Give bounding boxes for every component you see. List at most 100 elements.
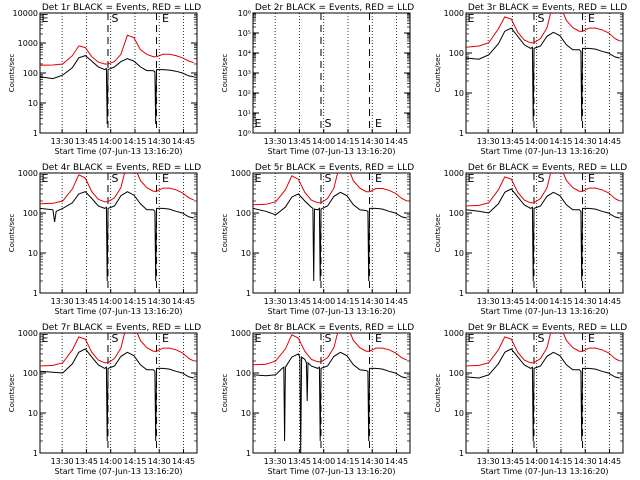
y-tick-label: 10	[454, 89, 464, 98]
marker-start-label: E	[42, 172, 49, 185]
panel-det-1r: Det 1r BLACK = Events, RED = LLD 13:30 13:…	[8, 3, 201, 156]
x-tick-label: 13:45	[75, 457, 98, 466]
plot-frame	[252, 332, 411, 454]
marker-start-label: E	[255, 332, 262, 345]
panel-det-3r: Det 3r BLACK = Events, RED = LLD 13:30 13:…	[434, 3, 627, 156]
lld-series-line	[40, 34, 194, 66]
plot-frame	[39, 12, 198, 134]
x-tick-label: 14:30	[361, 137, 384, 146]
marker-start-label: E	[255, 117, 262, 130]
y-tick-label: 1	[246, 449, 251, 458]
lld-series-line	[253, 173, 408, 206]
x-tick-label: 14:15	[123, 457, 146, 466]
lld-series-line	[253, 333, 408, 366]
x-tick-label: 14:30	[574, 297, 597, 306]
x-axis-label: Start Time (07-Jun-13 13:16:20)	[268, 147, 396, 156]
y-tick-label: 1000	[444, 169, 464, 178]
x-tick-label: 13:30	[477, 137, 500, 146]
y-tick-label: 1000	[18, 39, 38, 48]
y-tick-label: 10	[28, 249, 38, 258]
panel-title: Det 4r BLACK = Events, RED = LLD	[42, 163, 201, 173]
y-tick-label: 1	[33, 449, 38, 458]
y-tick-label: 10⁶	[238, 9, 251, 18]
lld-series-line	[40, 333, 195, 367]
marker-S-label: S	[111, 12, 118, 25]
x-tick-label: 14:45	[172, 137, 195, 146]
y-tick-label: 1	[33, 289, 38, 298]
marker-start-label: E	[468, 172, 475, 185]
marker-S-label: S	[537, 12, 544, 25]
panel-det-8r: Det 8r BLACK = Events, RED = LLD 13:30 13:…	[221, 323, 414, 476]
x-tick-label: 13:45	[75, 297, 98, 306]
x-tick-label: 14:30	[361, 297, 384, 306]
panel-title: Det 8r BLACK = Events, RED = LLD	[255, 323, 414, 333]
x-axis-label: Start Time (07-Jun-13 13:16:20)	[55, 147, 183, 156]
y-tick-label: 10	[241, 249, 251, 258]
panel-title: Det 7r BLACK = Events, RED = LLD	[42, 323, 201, 333]
x-tick-label: 13:45	[288, 297, 311, 306]
marker-E-label: E	[588, 172, 595, 185]
panel-title: Det 1r BLACK = Events, RED = LLD	[42, 3, 201, 13]
marker-S-label: S	[324, 117, 331, 130]
y-axis-label: Counts/sec	[221, 54, 229, 93]
x-axis-label: Start Time (07-Jun-13 13:16:20)	[55, 307, 183, 316]
marker-start-label: E	[468, 12, 475, 25]
panel-title: Det 9r BLACK = Events, RED = LLD	[468, 323, 627, 333]
panel-det-2r: Det 2r BLACK = Events, RED = LLD 13:30 13:…	[221, 3, 414, 156]
y-tick-label: 10¹	[238, 109, 251, 118]
x-tick-label: 14:15	[336, 297, 359, 306]
y-tick-label: 10	[454, 249, 464, 258]
y-axis-label: Counts/sec	[434, 214, 442, 253]
x-tick-label: 13:45	[75, 137, 98, 146]
marker-S-label: S	[537, 332, 544, 345]
events-series-line	[466, 188, 620, 282]
marker-E-label: E	[162, 332, 169, 345]
x-tick-label: 14:00	[312, 137, 335, 146]
marker-start-label: E	[255, 172, 262, 185]
y-tick-label: 100	[449, 209, 464, 218]
y-tick-label: 100	[23, 209, 38, 218]
marker-S-label: S	[537, 172, 544, 185]
marker-E-label: E	[588, 332, 595, 345]
events-series-line	[40, 191, 194, 282]
x-tick-label: 14:15	[123, 137, 146, 146]
x-tick-label: 14:45	[385, 137, 408, 146]
plot-frame	[252, 172, 411, 294]
marker-S-label: S	[324, 332, 331, 345]
x-tick-label: 13:30	[51, 297, 74, 306]
panel-det-4r: Det 4r BLACK = Events, RED = LLD 13:30 13:…	[8, 163, 201, 316]
panel-title: Det 5r BLACK = Events, RED = LLD	[255, 163, 414, 173]
x-tick-label: 14:45	[385, 297, 408, 306]
marker-E-label: E	[375, 117, 382, 130]
panel-title: Det 3r BLACK = Events, RED = LLD	[468, 3, 627, 13]
marker-S-label: S	[111, 332, 118, 345]
lld-series-line	[466, 173, 621, 207]
y-axis-label: Counts/sec	[434, 374, 442, 413]
panel-det-7r: Det 7r BLACK = Events, RED = LLD 13:30 13:…	[8, 323, 201, 476]
x-tick-label: 13:45	[501, 457, 524, 466]
y-tick-label: 1	[459, 289, 464, 298]
y-tick-label: 1000	[18, 169, 38, 178]
plot-frame	[39, 332, 198, 454]
x-tick-label: 14:30	[574, 457, 597, 466]
x-axis-label: Start Time (07-Jun-13 13:16:20)	[481, 307, 609, 316]
x-tick-label: 14:00	[99, 457, 122, 466]
x-tick-label: 13:30	[264, 457, 287, 466]
y-tick-label: 1000	[231, 169, 251, 178]
events-series-line	[40, 55, 194, 125]
y-tick-label: 100	[23, 369, 38, 378]
x-tick-label: 14:45	[598, 297, 621, 306]
panel-det-5r: Det 5r BLACK = Events, RED = LLD 13:30 13:…	[221, 163, 414, 316]
y-tick-label: 100	[236, 369, 251, 378]
x-tick-label: 13:45	[288, 137, 311, 146]
y-axis-label: Counts/sec	[221, 374, 229, 413]
y-tick-label: 10⁰	[238, 129, 251, 138]
x-tick-label: 14:45	[385, 457, 408, 466]
x-tick-label: 14:45	[598, 457, 621, 466]
y-tick-label: 1	[459, 129, 464, 138]
x-tick-label: 14:15	[336, 137, 359, 146]
y-tick-label: 1000	[231, 329, 251, 338]
x-axis-label: Start Time (07-Jun-13 13:16:20)	[268, 307, 396, 316]
x-axis-label: Start Time (07-Jun-13 13:16:20)	[55, 467, 183, 476]
x-tick-label: 14:00	[99, 137, 122, 146]
